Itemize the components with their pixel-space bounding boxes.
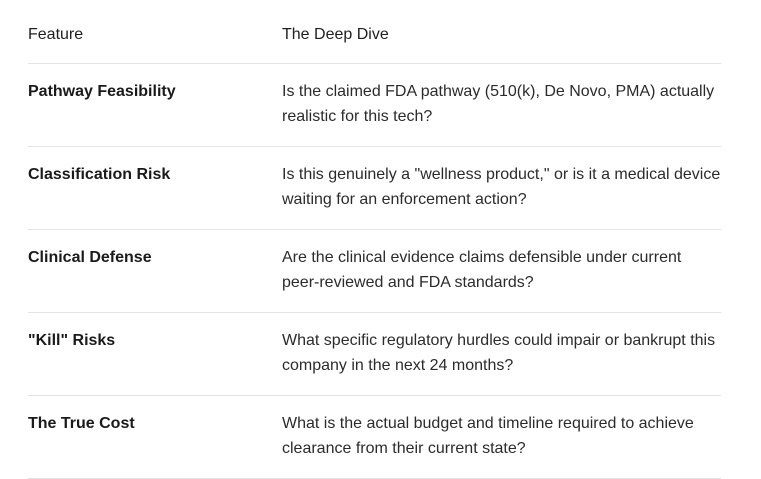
table-header: Feature The Deep Dive <box>28 7 721 64</box>
description-cell: What specific regulatory hurdles could i… <box>282 332 716 374</box>
header-cell: Feature <box>28 26 84 43</box>
description-cell: Is this genuinely a "wellness product," … <box>282 166 721 208</box>
feature-cell: "Kill" Risks <box>28 332 116 349</box>
table-row: The True Cost What is the actual budget a… <box>28 396 721 479</box>
table-row: "Kill" Risks What specific regulatory hur… <box>28 313 721 396</box>
description-cell: What is the actual budget and timeline r… <box>282 415 694 457</box>
feature-cell: Pathway Feasibility <box>28 83 176 100</box>
feature-table: Feature The Deep Dive Pathway Feasibilit… <box>28 7 721 479</box>
description-cell: Are the clinical evidence claims defensi… <box>282 249 682 291</box>
table-row: Pathway Feasibility Is the claimed FDA pa… <box>28 64 721 147</box>
header-cell: The Deep Dive <box>282 26 389 43</box>
table-row: Clinical Defense Are the clinical evidenc… <box>28 230 721 313</box>
feature-cell: The True Cost <box>28 415 135 432</box>
header-row: Feature The Deep Dive <box>28 7 721 64</box>
feature-cell: Clinical Defense <box>28 249 152 266</box>
table-body: Pathway Feasibility Is the claimed FDA pa… <box>28 64 721 479</box>
feature-cell: Classification Risk <box>28 166 171 183</box>
table-row: Classification Risk Is this genuinely a "… <box>28 147 721 230</box>
description-cell: Is the claimed FDA pathway (510(k), De N… <box>282 83 715 125</box>
